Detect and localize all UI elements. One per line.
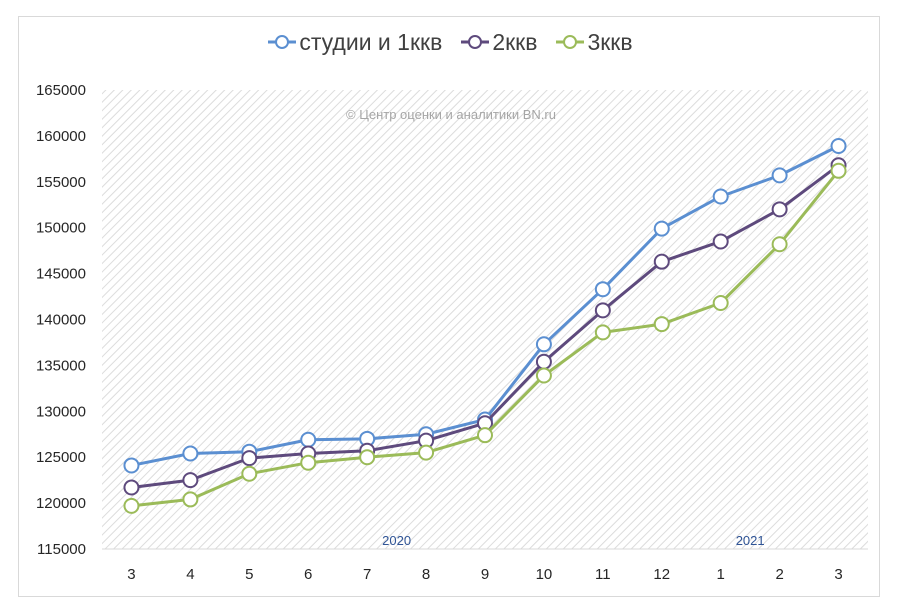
year-label: 2020: [382, 533, 411, 548]
legend-marker-icon: [461, 35, 490, 49]
series-3-point: [300, 454, 317, 471]
series-3-point: [241, 465, 258, 482]
series-1-point: [594, 281, 611, 298]
y-tick-label: 165000: [36, 82, 86, 99]
legend-marker-icon: [268, 35, 297, 49]
series-3-point: [830, 162, 847, 179]
series-2-point: [182, 472, 199, 489]
series-1-point: [535, 336, 552, 353]
series-1-point: [653, 220, 670, 237]
y-tick-label: 145000: [36, 266, 86, 283]
series-1-point: [182, 445, 199, 462]
x-tick-label: 8: [422, 566, 430, 583]
series-1-point: [830, 137, 847, 154]
series-1-point: [771, 167, 788, 184]
series-3-point: [771, 236, 788, 253]
x-tick-label: 7: [363, 566, 371, 583]
series-2-point: [241, 450, 258, 467]
watermark: © Центр оценки и аналитики BN.ru: [346, 107, 556, 122]
x-tick-label: 9: [481, 566, 489, 583]
series-3-point: [535, 367, 552, 384]
y-tick-label: 160000: [36, 128, 86, 145]
x-tick-label: 4: [186, 566, 194, 583]
x-tick-label: 3: [127, 566, 135, 583]
series-3-point: [123, 497, 140, 514]
y-tick-label: 135000: [36, 357, 86, 374]
x-tick-label: 6: [304, 566, 312, 583]
series-3-point: [712, 294, 729, 311]
series-1-point: [123, 457, 140, 474]
y-tick-label: 150000: [36, 220, 86, 237]
legend-item-3: 3ккв: [555, 28, 633, 56]
series-3-point: [359, 449, 376, 466]
legend-label: 3ккв: [587, 28, 633, 55]
legend-item-1: студии и 1ккв: [267, 29, 442, 56]
series-3-point: [182, 491, 199, 508]
y-tick-label: 140000: [36, 312, 86, 329]
legend-item-2: 2ккв: [460, 29, 537, 56]
legend: студии и 1ккв 2ккв 3ккв: [0, 24, 900, 60]
x-tick-label: 12: [653, 566, 670, 583]
y-tick-label: 155000: [36, 174, 86, 191]
series-3-point: [418, 444, 435, 461]
legend-label: 2ккв: [492, 28, 538, 55]
series-3-point: [653, 316, 670, 333]
series-2-point: [771, 201, 788, 218]
series-3-point: [594, 324, 611, 341]
x-tick-label: 5: [245, 566, 253, 583]
series-2-point: [594, 302, 611, 319]
series-2-point: [123, 479, 140, 496]
x-tick-label: 10: [536, 566, 553, 583]
legend-label: студии и 1ккв: [299, 28, 443, 55]
x-tick-label: 3: [834, 566, 842, 583]
series-1-point: [712, 188, 729, 205]
y-tick-label: 115000: [37, 541, 86, 558]
x-tick-label: 11: [595, 566, 611, 583]
year-label: 2021: [736, 533, 765, 548]
plot-area: [102, 90, 868, 549]
series-2-point: [535, 353, 552, 370]
x-tick-label: 2: [775, 566, 783, 583]
y-tick-label: 125000: [36, 449, 86, 466]
x-tick-label: 1: [717, 566, 725, 583]
legend-marker-icon: [556, 35, 585, 49]
series-2-point: [712, 233, 729, 250]
series-3-point: [477, 427, 493, 444]
y-tick-label: 130000: [36, 403, 86, 420]
series-1-point: [300, 431, 317, 448]
y-tick-label: 120000: [36, 495, 86, 512]
series-2-point: [653, 253, 670, 270]
